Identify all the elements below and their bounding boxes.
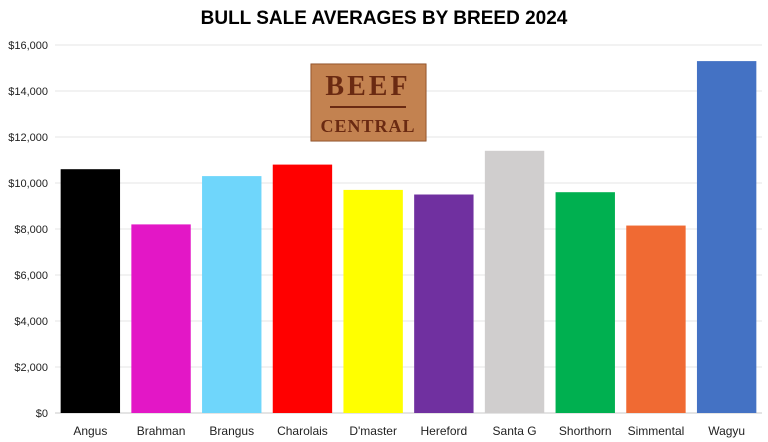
category-label: Charolais [277, 424, 328, 438]
category-label: Santa G [493, 424, 537, 438]
y-tick-label: $4,000 [14, 316, 48, 328]
category-label: Wagyu [708, 424, 745, 438]
y-tick-label: $0 [36, 408, 48, 420]
y-tick-label: $12,000 [8, 132, 48, 144]
y-tick-label: $10,000 [8, 178, 48, 190]
y-axis-ticks: $0 $2,000 $4,000 $6,000 $8,000 $10,000 $12,000… [8, 40, 48, 420]
beef-central-logo: BEEF CENTRAL [310, 63, 427, 142]
category-label: D'master [349, 424, 397, 438]
bar-brangus [202, 176, 262, 413]
bars [60, 61, 757, 414]
bar-shorthorn [555, 192, 615, 413]
bar-hereford [414, 194, 474, 413]
bar-angus [60, 169, 121, 413]
category-label: Brahman [137, 424, 186, 438]
chart-title: BULL SALE AVERAGES BY BREED 2024 [201, 8, 568, 29]
category-label: Simmental [628, 424, 685, 438]
bar-d-master [343, 189, 403, 413]
logo-line1: BEEF [325, 71, 410, 102]
y-tick-label: $14,000 [8, 86, 48, 98]
bar-santa-g [484, 150, 545, 414]
category-label: Hereford [421, 424, 468, 438]
x-axis-categories: Angus Brahman Brangus Charolais D'master Here… [73, 424, 745, 438]
category-label: Angus [73, 424, 107, 438]
logo-line2: CENTRAL [320, 116, 415, 136]
bar-simmental [626, 225, 686, 413]
y-tick-label: $16,000 [8, 40, 48, 52]
category-label: Shorthorn [559, 424, 612, 438]
logo-background [310, 63, 427, 142]
bar-brahman [131, 224, 191, 413]
bar-wagyu [696, 61, 757, 413]
category-label: Brangus [209, 424, 254, 438]
bar-charolais [272, 164, 333, 413]
y-tick-label: $8,000 [14, 224, 48, 236]
y-tick-label: $2,000 [14, 362, 48, 374]
y-tick-label: $6,000 [14, 270, 48, 282]
